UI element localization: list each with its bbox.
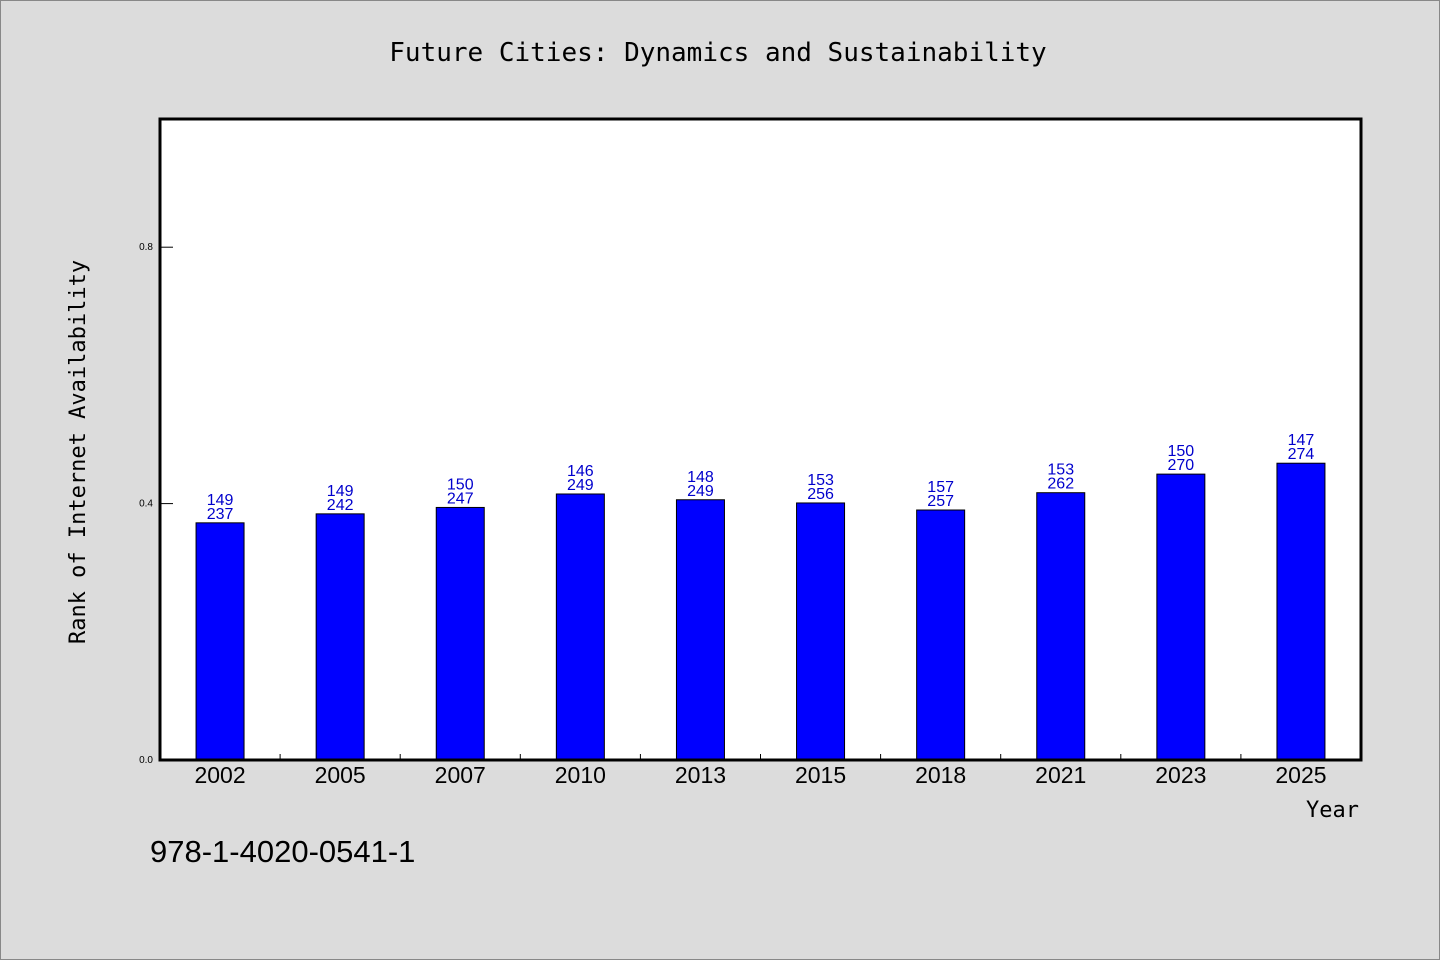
- x-tick-label-2010: 2010: [555, 762, 606, 788]
- bar-2021: [1036, 492, 1086, 761]
- data-label-lower-2021: 262: [1047, 476, 1074, 493]
- x-tick-label-2013: 2013: [675, 762, 726, 788]
- data-label-upper-2025: 147: [1288, 432, 1315, 449]
- x-tick-label-2023: 2023: [1155, 762, 1206, 788]
- data-label-lower-2002: 237: [207, 506, 234, 523]
- y-tick-label-0.4: 0.4: [139, 499, 153, 510]
- x-tick-label-2025: 2025: [1275, 762, 1326, 788]
- bars-layer: [195, 462, 1326, 761]
- bar-2023: [1156, 473, 1206, 761]
- data-label-upper-2005: 149: [327, 483, 354, 500]
- bar-2002: [195, 522, 245, 761]
- bar-2025: [1276, 462, 1326, 761]
- data-label-upper-2018: 157: [927, 479, 954, 496]
- y-tick-label-0.8: 0.8: [139, 242, 153, 253]
- x-tick-label-2002: 2002: [194, 762, 245, 788]
- bar-2005: [315, 513, 365, 761]
- data-label-lower-2025: 274: [1288, 446, 1315, 463]
- bar-2013: [675, 499, 725, 761]
- data-label-upper-2015: 153: [807, 472, 834, 489]
- bar-2007: [435, 506, 485, 761]
- data-label-lower-2010: 249: [567, 477, 594, 494]
- x-tick-label-2007: 2007: [435, 762, 486, 788]
- data-label-upper-2021: 153: [1047, 462, 1074, 479]
- ticks-layer: 2002 2005 2007 2010 2013 2015 2018 2021 2023 2025…: [139, 242, 1326, 788]
- data-label-lower-2018: 257: [927, 493, 954, 510]
- x-tick-label-2021: 2021: [1035, 762, 1086, 788]
- bar-2010: [555, 493, 605, 761]
- data-label-lower-2013: 249: [687, 483, 714, 500]
- plot-frame: [158, 117, 1363, 762]
- x-tick-label-2018: 2018: [915, 762, 966, 788]
- bar-2015: [796, 502, 846, 761]
- x-tick-label-2015: 2015: [795, 762, 846, 788]
- data-label-lower-2007: 247: [447, 490, 474, 507]
- data-label-upper-2010: 146: [567, 463, 594, 480]
- bar-2018: [916, 509, 966, 761]
- data-label-lower-2005: 242: [327, 497, 354, 514]
- isbn-text: 978-1-4020-0541-1: [150, 834, 415, 869]
- data-label-upper-2023: 150: [1167, 443, 1194, 460]
- chart-title: Future Cities: Dynamics and Sustainabili…: [389, 38, 1046, 68]
- y-axis-label: Rank of Internet Availability: [66, 260, 91, 644]
- x-axis-label: Year: [1306, 798, 1359, 823]
- data-label-lower-2015: 256: [807, 486, 834, 503]
- data-label-upper-2002: 149: [207, 492, 234, 509]
- data-label-upper-2013: 148: [687, 469, 714, 486]
- x-tick-label-2005: 2005: [315, 762, 366, 788]
- data-label-lower-2023: 270: [1167, 457, 1194, 474]
- data-label-upper-2007: 150: [447, 476, 474, 493]
- y-tick-label-0.0: 0.0: [139, 755, 153, 766]
